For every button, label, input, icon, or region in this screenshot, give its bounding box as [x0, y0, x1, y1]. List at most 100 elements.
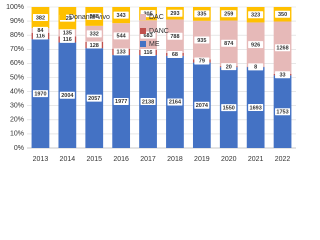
data-label: 343	[117, 13, 126, 19]
data-label: 423	[63, 16, 72, 22]
data-label-box	[167, 32, 183, 40]
legend-label: DAC	[149, 14, 164, 21]
data-label: 1753	[276, 109, 288, 115]
data-label-box	[221, 104, 237, 112]
x-tick-label: 2022	[275, 156, 291, 163]
data-label-box	[275, 10, 291, 18]
data-label-box	[275, 71, 291, 79]
x-tick-label: 2020	[221, 156, 237, 163]
data-label-box	[59, 91, 75, 99]
data-label: 926	[251, 42, 260, 48]
y-tick-label: 80%	[10, 32, 24, 39]
data-label-box	[194, 57, 210, 65]
x-tick-label: 2018	[167, 156, 183, 163]
data-label-box	[194, 36, 210, 44]
data-label: 323	[251, 12, 260, 18]
data-label: 935	[197, 38, 206, 44]
y-tick-label: 70%	[10, 46, 24, 53]
data-label: 2004	[61, 93, 74, 99]
data-label-box	[275, 108, 291, 116]
data-label: 544	[117, 34, 127, 40]
data-label: 388	[90, 14, 99, 20]
data-label-box	[86, 94, 102, 102]
y-tick-label: 30%	[10, 103, 24, 110]
data-label: 135	[63, 31, 72, 37]
data-label: 116	[36, 34, 45, 40]
data-label-box	[32, 14, 48, 22]
legend-label: ME	[149, 41, 160, 48]
data-label-box	[275, 44, 291, 52]
data-label-box	[248, 41, 264, 49]
data-label-box	[113, 32, 129, 40]
data-label: 382	[36, 15, 45, 21]
data-label-box	[248, 63, 264, 71]
data-label: 133	[117, 50, 126, 56]
data-label: 8	[254, 65, 257, 71]
legend-swatch	[60, 14, 66, 20]
data-label-box	[32, 90, 48, 98]
data-label: 2057	[88, 96, 100, 102]
data-label: 79	[199, 59, 205, 65]
data-label: 293	[170, 11, 179, 17]
data-label-box	[248, 11, 264, 19]
data-label: 33	[279, 72, 285, 78]
x-tick-label: 2013	[33, 156, 49, 163]
data-label-box	[113, 97, 129, 105]
y-tick-label: 100%	[6, 4, 24, 11]
chart: 0% 10% 20% 30% 40% 50% 60% 70% 80% 90% 100% 2013 197…	[6, 4, 296, 163]
data-label: 788	[170, 34, 179, 40]
legend-swatch	[140, 41, 146, 47]
data-label-box	[194, 101, 210, 109]
data-label-box	[140, 48, 156, 56]
data-label: 1550	[223, 105, 235, 111]
data-label-box	[32, 26, 48, 34]
data-label-box	[167, 98, 183, 106]
data-label-box	[32, 32, 48, 40]
legend-label: Donante vivo	[69, 14, 110, 21]
y-tick-label: 20%	[10, 117, 24, 124]
data-label: 116	[144, 50, 153, 56]
x-tick-label: 2015	[86, 156, 102, 163]
data-label-box	[86, 30, 102, 38]
data-label: 1977	[115, 99, 127, 105]
legend-label: DANC	[149, 28, 169, 35]
y-tick-label: 90%	[10, 18, 24, 25]
y-tick-label: 50%	[10, 74, 24, 81]
data-label-box	[167, 9, 183, 17]
data-label: 2164	[169, 100, 182, 106]
x-tick-label: 2014	[60, 156, 76, 163]
legend-swatch	[140, 14, 146, 20]
data-label-box	[113, 48, 129, 56]
data-label: 68	[172, 52, 178, 58]
data-label: 305	[143, 11, 152, 17]
y-tick-label: 10%	[10, 131, 24, 138]
legend-swatch	[140, 28, 146, 34]
data-label: 128	[90, 43, 99, 49]
data-label-box	[194, 10, 210, 18]
data-label-box	[86, 12, 102, 20]
x-tick-label: 2021	[248, 156, 264, 163]
y-tick-label: 60%	[10, 60, 24, 67]
y-tick-label: 0%	[14, 145, 24, 152]
data-label-box	[167, 50, 183, 58]
data-label: 1693	[250, 105, 262, 111]
data-label-box	[221, 39, 237, 47]
data-label: 335	[197, 12, 206, 18]
data-label: 2138	[142, 99, 154, 105]
data-label: 874	[224, 41, 234, 47]
y-tick-label: 40%	[10, 88, 24, 95]
x-tick-label: 2017	[140, 156, 156, 163]
data-label-box	[59, 35, 75, 43]
data-label: 1970	[34, 91, 46, 97]
data-label: 20	[226, 64, 232, 70]
data-label-box	[221, 63, 237, 71]
data-label: 332	[90, 32, 99, 38]
data-label-box	[59, 29, 75, 37]
data-label: 2074	[196, 103, 209, 109]
data-label: 259	[224, 12, 233, 18]
data-label: 683	[143, 33, 152, 39]
data-label: 116	[63, 37, 72, 43]
data-label-box	[113, 11, 129, 19]
data-label-box	[86, 41, 102, 49]
x-tick-label: 2016	[113, 156, 129, 163]
